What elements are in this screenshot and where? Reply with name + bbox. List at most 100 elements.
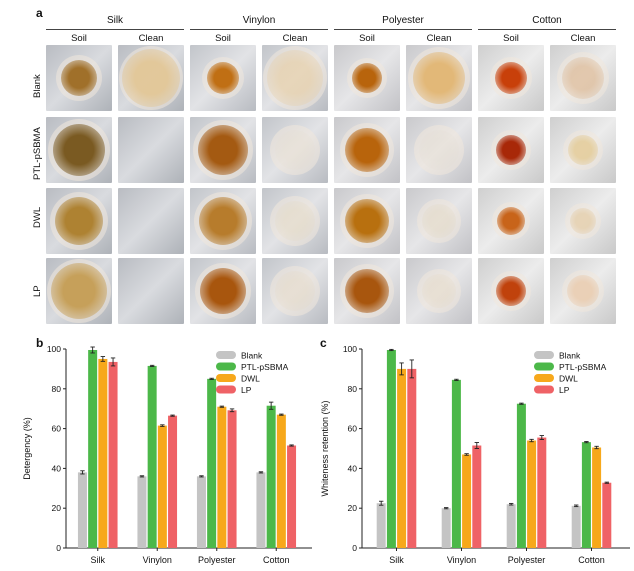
legend-label: DWL <box>241 374 260 384</box>
row-label-blank: Blank <box>32 74 43 98</box>
y-tick-label: 40 <box>348 463 358 473</box>
bar <box>472 445 482 548</box>
bar <box>571 505 581 548</box>
group-header-polyester: Polyester <box>382 15 424 26</box>
bar <box>386 349 396 548</box>
bar <box>256 472 266 548</box>
fabric-photo <box>190 117 256 183</box>
fabric-photo <box>334 258 400 324</box>
legend-swatch <box>534 362 554 371</box>
row-label-lp: LP <box>32 285 43 297</box>
fabric-photo <box>46 258 112 324</box>
panel-letter-a: a <box>36 6 43 20</box>
photo-grid: a Silk Vinylon Polyester Cotton Soil Cle… <box>32 6 616 324</box>
y-axis-label: Detergency (%) <box>22 417 32 480</box>
group-header-cotton: Cotton <box>532 15 562 26</box>
bar <box>376 503 386 548</box>
fabric-photo <box>46 117 112 183</box>
fabric-photo <box>406 258 472 324</box>
bar <box>276 414 286 548</box>
bar <box>217 406 227 548</box>
col-header-vinylon-soil: Soil <box>215 33 231 44</box>
fabric-photo <box>550 258 616 324</box>
col-header-vinylon-clean: Clean <box>282 33 308 44</box>
bar <box>108 361 118 548</box>
whiteness-retention-chart: 0 20 40 60 80 100 Whiteness retention (%) Silk V… <box>320 344 630 565</box>
col-header-silk-soil: Soil <box>71 33 87 44</box>
bar <box>157 425 167 548</box>
x-tick-label: Cotton <box>263 555 290 565</box>
group-rule-vinylon <box>190 29 328 30</box>
legend-label: LP <box>241 385 252 395</box>
col-header-silk-clean: Clean <box>138 33 164 44</box>
bar <box>516 403 526 548</box>
fabric-photo <box>406 45 472 111</box>
fabric-photo <box>550 188 616 254</box>
x-tick-label: Silk <box>90 555 105 565</box>
group-header-silk: Silk <box>106 15 124 26</box>
bar <box>207 378 217 548</box>
fabric-photo <box>262 45 328 111</box>
fabric-photo <box>334 45 400 111</box>
x-tick-label: Vinylon <box>447 555 476 565</box>
x-tick-label: Silk <box>389 555 404 565</box>
bar <box>196 476 206 548</box>
bar <box>88 349 98 548</box>
fabric-photo <box>262 117 328 183</box>
legend-swatch <box>534 385 554 394</box>
fabric-photo <box>334 117 400 183</box>
fabric-photo <box>478 258 544 324</box>
col-header-cotton-clean: Clean <box>570 33 596 44</box>
bar <box>137 476 147 548</box>
y-tick-label: 20 <box>52 503 62 513</box>
legend-label: PTL-pSBMA <box>559 362 607 372</box>
bar <box>266 405 276 548</box>
x-tick-label: Vinylon <box>143 555 172 565</box>
panel-letter-b: b <box>36 336 44 350</box>
bar <box>592 447 602 548</box>
fabric-photo <box>406 117 472 183</box>
col-header-polyester-soil: Soil <box>359 33 375 44</box>
group-rule-silk <box>46 29 184 30</box>
y-tick-label: 60 <box>348 424 358 434</box>
legend-swatch <box>534 351 554 359</box>
legend-label: DWL <box>559 374 578 384</box>
bar <box>77 472 87 548</box>
fabric-photo <box>46 45 112 111</box>
fabric-photo <box>190 45 256 111</box>
bar <box>462 454 472 548</box>
fabric-photo <box>190 188 256 254</box>
row-label-dwl: DWL <box>32 206 43 228</box>
bar <box>147 365 157 548</box>
fabric-photo <box>118 117 184 183</box>
bar <box>227 410 237 548</box>
detergency-chart: 0 20 40 60 80 100 Detergency (%) Silk Vinylon Pol… <box>22 344 312 565</box>
group-rule-polyester <box>334 29 472 30</box>
legend-label: PTL-pSBMA <box>241 362 289 372</box>
y-tick-label: 100 <box>343 344 357 354</box>
x-tick-label: Cotton <box>578 555 605 565</box>
y-tick-label: 20 <box>348 503 358 513</box>
y-tick-label: 60 <box>52 424 62 434</box>
bar <box>451 379 461 548</box>
fabric-photo <box>550 117 616 183</box>
bar <box>537 437 547 548</box>
y-axis-label: Whiteness retention (%) <box>320 400 330 496</box>
fabric-photo <box>46 188 112 254</box>
panel-letter-c: c <box>320 336 327 350</box>
bar <box>407 368 417 548</box>
fabric-photo <box>118 45 184 111</box>
bar <box>506 504 516 548</box>
y-tick-label: 80 <box>348 384 358 394</box>
bar <box>98 358 108 548</box>
group-rule-cotton <box>478 29 616 30</box>
y-tick-label: 40 <box>52 463 62 473</box>
y-tick-label: 80 <box>52 384 62 394</box>
fabric-photo <box>334 188 400 254</box>
bar <box>441 508 451 548</box>
bar <box>602 482 612 548</box>
fabric-photo <box>262 258 328 324</box>
fabric-photo <box>478 188 544 254</box>
x-tick-label: Polyester <box>508 555 546 565</box>
fabric-photo <box>406 188 472 254</box>
